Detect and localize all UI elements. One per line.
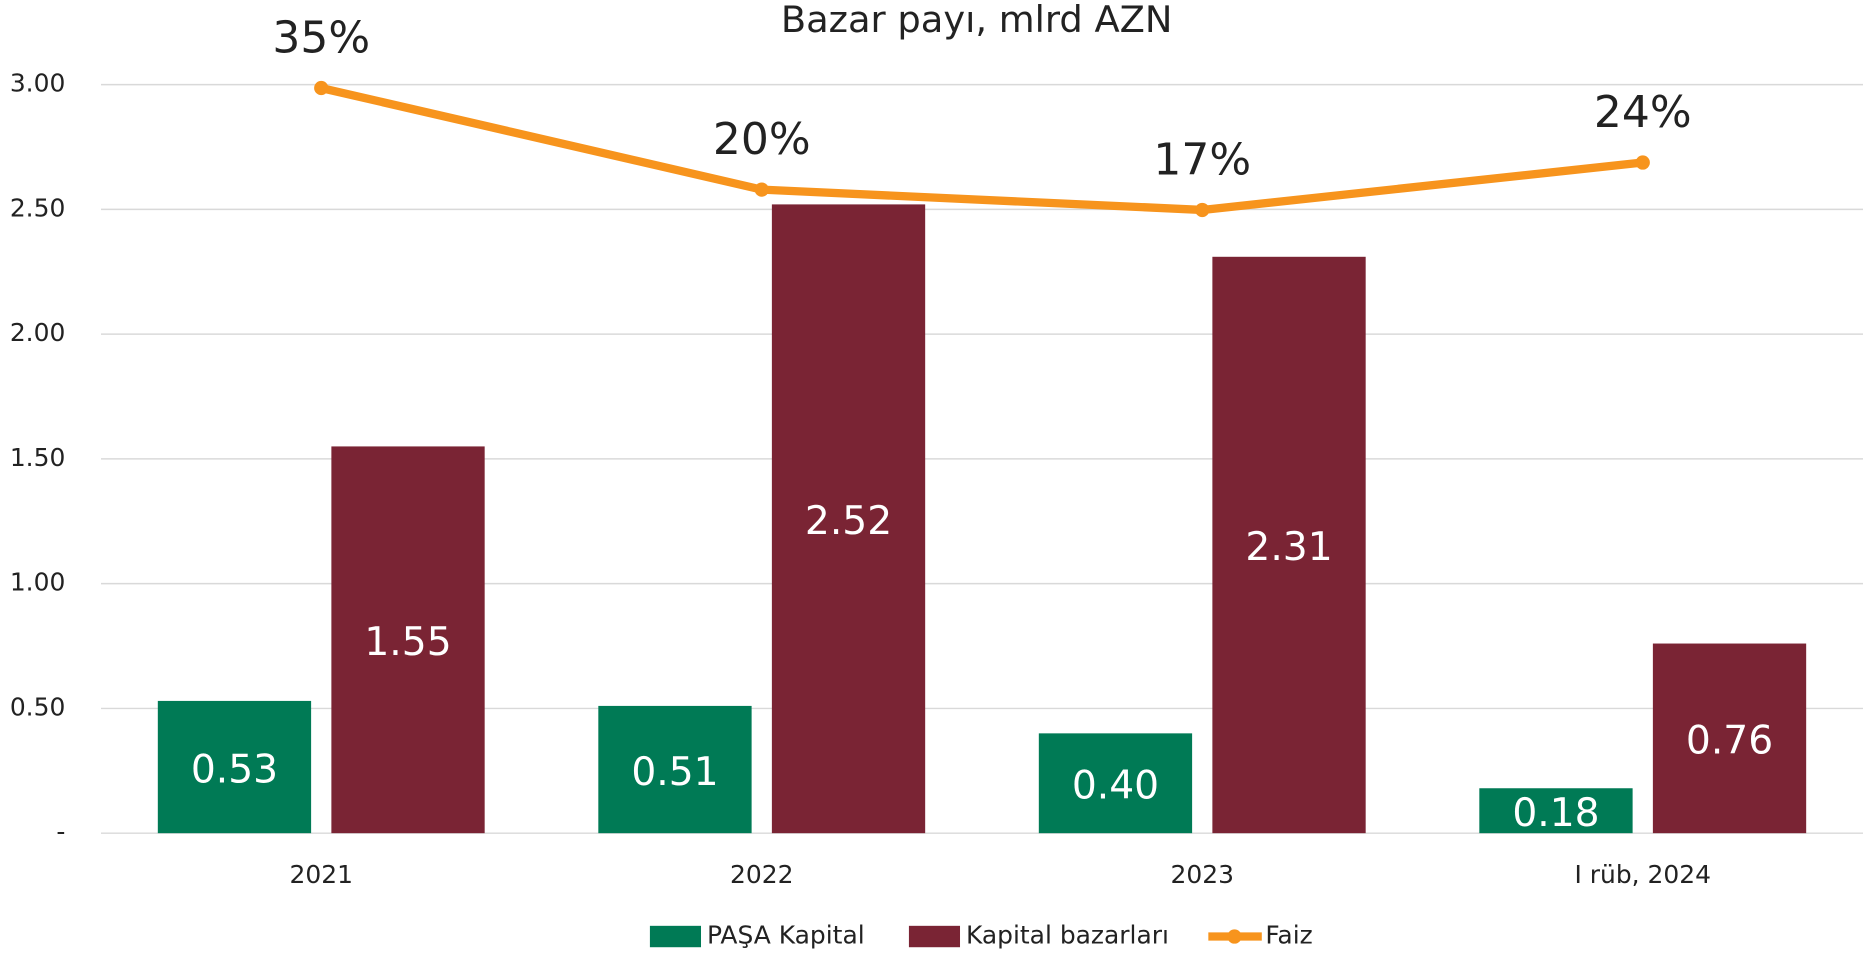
legend-swatch [649, 925, 702, 948]
line-marker [1195, 202, 1210, 218]
data-label: 0.76 [1686, 719, 1773, 764]
data-label: 0.53 [191, 747, 278, 792]
data-label: 0.51 [631, 750, 718, 795]
x-tick-label: I rüb, 2024 [1574, 860, 1711, 889]
data-label: 17% [1153, 134, 1251, 185]
y-tick-label: 3.00 [10, 69, 66, 98]
data-label: 0.18 [1512, 791, 1599, 836]
data-label: 2.52 [805, 499, 892, 544]
bar [1038, 733, 1193, 834]
chart-title: Bazar payı, mlrd AZN [781, 0, 1173, 41]
y-tick-label: 1.00 [10, 568, 66, 597]
line-marker [1635, 155, 1650, 170]
data-label: 24% [1594, 87, 1692, 138]
line-marker [754, 182, 769, 197]
bar [1652, 643, 1807, 834]
y-tick-label: 1.50 [10, 443, 66, 472]
legend-swatch [1227, 929, 1242, 944]
legend-label: PAŞA Kapital [707, 921, 865, 950]
bar [771, 204, 926, 834]
bar [331, 446, 485, 834]
data-label: 0.40 [1072, 764, 1159, 809]
legend-label: Faiz [1265, 921, 1312, 950]
bar [157, 700, 312, 834]
x-tick-label: 2023 [1171, 860, 1234, 889]
line-marker [314, 80, 329, 96]
legend-label: Kapital bazarları [966, 921, 1169, 950]
y-tick-label: 0.50 [10, 692, 66, 721]
data-label: 35% [272, 12, 370, 63]
y-tick-label: - [56, 817, 65, 846]
bar [598, 705, 752, 834]
data-label: 2.31 [1245, 525, 1332, 570]
data-label: 20% [713, 114, 811, 165]
x-tick-label: 2022 [730, 860, 793, 889]
x-tick-label: 2021 [290, 860, 353, 889]
data-label: 1.55 [364, 620, 451, 665]
bar [1479, 788, 1633, 834]
legend-swatch [908, 925, 961, 948]
y-tick-label: 2.00 [10, 318, 66, 347]
line [320, 83, 1644, 215]
bar [1212, 256, 1366, 834]
y-tick-label: 2.50 [10, 193, 66, 222]
